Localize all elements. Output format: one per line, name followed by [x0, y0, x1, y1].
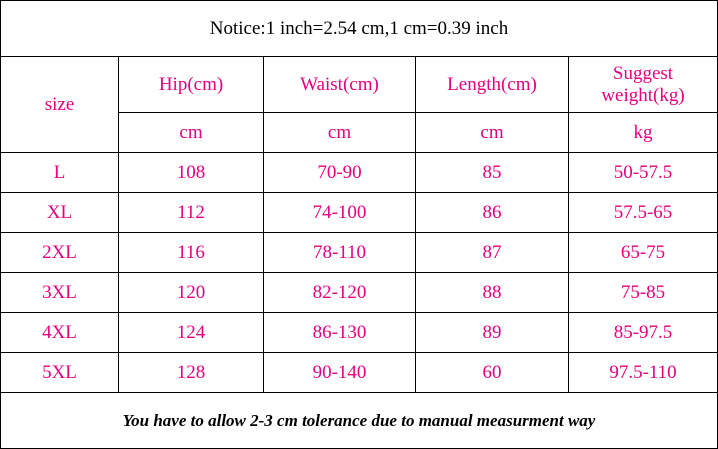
size-row: L 108 70-90 85 50-57.5 — [0, 152, 718, 193]
footer-row: You have to allow 2-3 cm tolerance due t… — [0, 392, 718, 449]
size-row: 4XL 124 86-130 89 85-97.5 — [0, 312, 718, 353]
size-label: 3XL — [0, 272, 119, 313]
size-label: 2XL — [0, 232, 119, 273]
size-value: 87 — [415, 232, 569, 273]
size-value: 97.5-110 — [568, 352, 718, 393]
size-value: 70-90 — [263, 152, 416, 193]
header-row: size Hip(cm) Waist(cm) Length(cm) Suggest we… — [0, 56, 718, 153]
column-header: Length(cm) — [415, 56, 569, 113]
column-unit: kg — [568, 112, 718, 153]
size-value: 86 — [415, 192, 569, 233]
size-value: 112 — [118, 192, 264, 233]
size-value: 88 — [415, 272, 569, 313]
column-header: Waist(cm) — [263, 56, 416, 113]
size-value: 75-85 — [568, 272, 718, 313]
size-value: 124 — [118, 312, 264, 353]
size-row: 3XL 120 82-120 88 75-85 — [0, 272, 718, 313]
size-value: 50-57.5 — [568, 152, 718, 193]
size-row: 2XL 116 78-110 87 65-75 — [0, 232, 718, 273]
size-header: size — [0, 56, 119, 153]
size-value: 82-120 — [263, 272, 416, 313]
size-value: 78-110 — [263, 232, 416, 273]
size-label: 4XL — [0, 312, 119, 353]
size-value: 90-140 — [263, 352, 416, 393]
size-value: 128 — [118, 352, 264, 393]
size-value: 116 — [118, 232, 264, 273]
size-value: 86-130 — [263, 312, 416, 353]
unit-row: cm cm cm kg — [1, 112, 718, 153]
size-value: 85 — [415, 152, 569, 193]
size-value: 57.5-65 — [568, 192, 718, 233]
column-unit: cm — [415, 112, 569, 153]
size-label: 5XL — [0, 352, 119, 393]
footer-note: You have to allow 2-3 cm tolerance due t… — [0, 392, 718, 449]
notice-row: Notice:1 inch=2.54 cm,1 cm=0.39 inch — [0, 0, 718, 57]
size-value: 120 — [118, 272, 264, 313]
column-header: Suggest weight(kg) — [568, 56, 718, 113]
notice: Notice:1 inch=2.54 cm,1 cm=0.39 inch — [0, 0, 718, 57]
size-value: 60 — [415, 352, 569, 393]
column-header: Hip(cm) — [118, 56, 264, 113]
size-row: XL 112 74-100 86 57.5-65 — [0, 192, 718, 233]
size-value: 65-75 — [568, 232, 718, 273]
size-value: 108 — [118, 152, 264, 193]
size-row: 5XL 128 90-140 60 97.5-110 — [0, 352, 718, 393]
column-unit: cm — [263, 112, 416, 153]
size-label: L — [0, 152, 119, 193]
size-value: 74-100 — [263, 192, 416, 233]
size-value: 85-97.5 — [568, 312, 718, 353]
size-label: XL — [0, 192, 119, 233]
size-value: 89 — [415, 312, 569, 353]
column-unit: cm — [118, 112, 264, 153]
